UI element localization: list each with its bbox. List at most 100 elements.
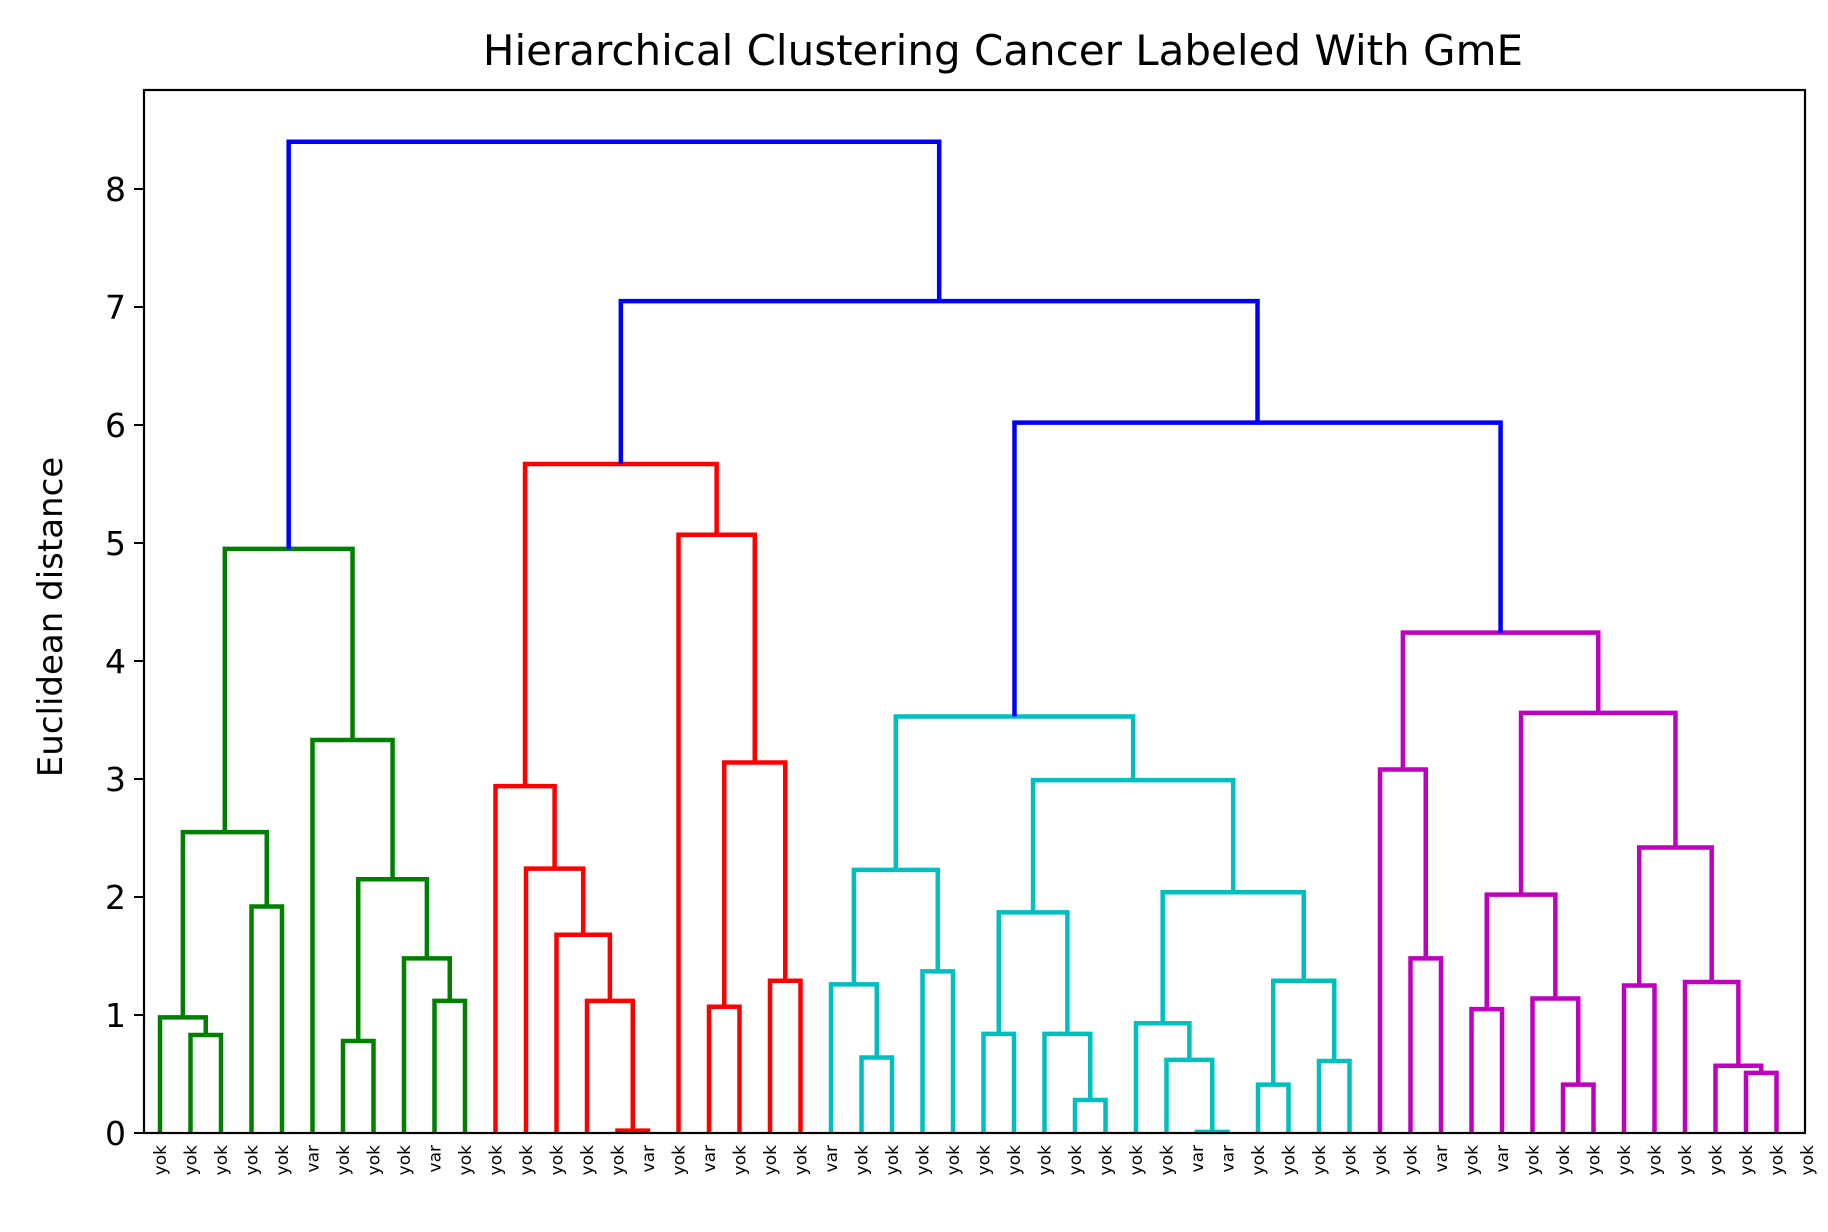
x-tick-label: yok <box>1615 1145 1635 1175</box>
x-tick-label: var <box>426 1145 446 1172</box>
x-tick-label: var <box>1219 1145 1239 1172</box>
x-tick-label: yok <box>609 1145 629 1175</box>
x-tick-label: yok <box>670 1145 690 1175</box>
dendrogram-link <box>1042 1031 1093 1133</box>
dendrogram-link <box>432 998 468 1133</box>
y-tick-label: 2 <box>105 878 126 917</box>
x-tick-label: yok <box>1280 1145 1300 1175</box>
dendrogram-link <box>1133 1021 1192 1133</box>
x-tick-label: yok <box>1798 1145 1818 1175</box>
y-tick-label: 7 <box>105 288 126 327</box>
dendrogram-link <box>180 829 269 1018</box>
x-tick-label: yok <box>182 1145 202 1175</box>
y-tick-label: 6 <box>105 406 126 445</box>
dendrogram-link <box>1255 1082 1291 1133</box>
y-tick-label: 8 <box>105 170 126 209</box>
x-tick-label: yok <box>151 1145 171 1175</box>
x-tick-label: yok <box>1402 1145 1422 1175</box>
dendrogram-link <box>1469 1006 1505 1133</box>
dendrogram-link <box>1377 767 1428 1133</box>
x-tick-label: yok <box>365 1145 385 1175</box>
dendrogram-link <box>310 737 395 1133</box>
dendrogram-link <box>1164 1057 1215 1133</box>
x-tick-label: yok <box>1005 1145 1025 1175</box>
x-tick-label: yok <box>1036 1145 1056 1175</box>
x-tick-label: yok <box>487 1145 507 1175</box>
dendrogram-link <box>767 978 803 1133</box>
x-tick-label: yok <box>1371 1145 1391 1175</box>
x-tick-label: yok <box>548 1145 568 1175</box>
dendrogram-link <box>996 910 1070 1034</box>
dendrogram-link <box>1560 1082 1596 1133</box>
y-tick-label: 1 <box>105 996 126 1035</box>
x-tick-label: yok <box>975 1145 995 1175</box>
dendrogram-link <box>188 1032 224 1133</box>
x-tick-label: yok <box>517 1145 537 1175</box>
x-tick-label: var <box>1432 1145 1452 1172</box>
x-tick-label: var <box>304 1145 324 1172</box>
dendrogram-link <box>554 932 613 1133</box>
dendrogram-link <box>1072 1097 1108 1133</box>
x-tick-label: yok <box>1463 1145 1483 1175</box>
x-tick-label: yok <box>1737 1145 1757 1175</box>
x-tick-label: yok <box>944 1145 964 1175</box>
x-tick-label: yok <box>914 1145 934 1175</box>
x-tick-label: yok <box>1646 1145 1666 1175</box>
x-tick-label: yok <box>456 1145 476 1175</box>
x-tick-label: yok <box>1127 1145 1147 1175</box>
y-tick-label: 4 <box>105 642 126 681</box>
x-tick-label: yok <box>578 1145 598 1175</box>
dendrogram-link <box>676 532 757 1133</box>
x-tick-label: var <box>1188 1145 1208 1172</box>
chart-title: Hierarchical Clustering Cancer Labeled W… <box>483 26 1523 75</box>
x-tick-label: yok <box>853 1145 873 1175</box>
x-tick-label: yok <box>1066 1145 1086 1175</box>
dendrogram-link <box>706 1004 742 1133</box>
dendrogram-link <box>1408 956 1444 1133</box>
dendrogram-links <box>157 139 1779 1135</box>
y-axis-label: Euclidean distance <box>31 457 71 777</box>
dendrogram-link <box>584 998 635 1133</box>
dendrogram-link <box>1682 979 1741 1133</box>
y-axis: 0 1 2 3 4 5 6 7 8 <box>105 170 144 1153</box>
x-tick-label: yok <box>1676 1145 1696 1175</box>
x-tick-label: var <box>639 1145 659 1172</box>
x-tick-label: yok <box>1554 1145 1574 1175</box>
x-tick-label: yok <box>1249 1145 1269 1175</box>
x-tick-label: yok <box>1341 1145 1361 1175</box>
x-tick-label: yok <box>761 1145 781 1175</box>
plot-frame <box>142 88 1807 1135</box>
x-tick-label: yok <box>1158 1145 1178 1175</box>
y-tick-label: 0 <box>105 1114 126 1153</box>
dendrogram-link <box>1012 420 1503 717</box>
dendrogram-link <box>1316 1058 1352 1133</box>
dendrogram-link <box>1271 978 1337 1085</box>
dendrogram-link <box>1530 996 1581 1133</box>
dendrogram-link <box>1484 892 1558 1010</box>
dendrogram-link <box>1400 630 1601 770</box>
y-tick-label: 3 <box>105 760 126 799</box>
dendrogram-link <box>286 139 942 549</box>
x-tick-label: yok <box>243 1145 263 1175</box>
x-tick-label: yok <box>1524 1145 1544 1175</box>
dendrogram-link <box>618 298 1260 464</box>
dendrogram-link <box>722 760 788 1007</box>
x-tick-label: yok <box>395 1145 415 1175</box>
dendrogram-link <box>1637 845 1714 986</box>
x-tick-label: yok <box>1768 1145 1788 1175</box>
dendrogram-link <box>401 956 452 1133</box>
dendrogram-link <box>893 714 1136 870</box>
x-tick-label: var <box>822 1145 842 1172</box>
dendrogram-link <box>222 546 355 833</box>
dendrogram-link <box>920 969 956 1133</box>
x-tick-label: yok <box>792 1145 812 1175</box>
x-tick-label: yok <box>1707 1145 1727 1175</box>
dendrogram-link <box>1621 983 1657 1133</box>
dendrogram-link <box>340 1038 376 1133</box>
x-tick-label: yok <box>212 1145 232 1175</box>
x-tick-label: yok <box>1310 1145 1330 1175</box>
x-tick-label: yok <box>334 1145 354 1175</box>
dendrogram-link <box>981 1031 1017 1133</box>
dendrogram-link <box>522 461 719 787</box>
